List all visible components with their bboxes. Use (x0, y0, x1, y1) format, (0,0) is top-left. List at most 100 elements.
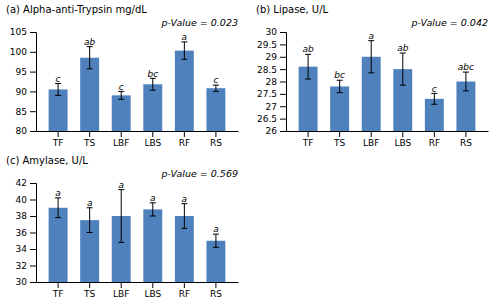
letter-label: a (118, 180, 124, 190)
tick-mark (30, 200, 36, 201)
tick-mark (280, 57, 286, 58)
tick-label: 29.5 (257, 40, 277, 50)
tick-label: 85 (16, 107, 27, 117)
tick-label: 26.5 (257, 114, 277, 124)
tick-mark (215, 282, 216, 288)
y-axis: 30323436384042 (16, 178, 37, 287)
tick-label: TF (52, 289, 64, 299)
error-bar (118, 91, 124, 99)
plot-area (49, 42, 226, 131)
letter-label: bc (334, 70, 345, 80)
tick-mark (184, 282, 185, 288)
tick-mark (30, 52, 36, 53)
letter-label: a (213, 224, 219, 234)
tick-label: LBF (113, 289, 129, 299)
tick-label: TS (83, 138, 95, 148)
plot-area (299, 41, 476, 131)
x-axis: TF TS LBF LBS RF RS (37, 131, 239, 148)
x-axis: TFTSLBFLBSRFRS (287, 131, 489, 148)
tick-label: LBF (113, 138, 129, 148)
tick: 30 (16, 277, 36, 287)
tick-label: LBS (394, 138, 411, 148)
tick-label: RS (210, 138, 222, 148)
tick: TS (83, 282, 95, 299)
tick-label: 26 (266, 126, 278, 136)
tick-label: 100 (10, 47, 27, 57)
tick-label: 28.5 (257, 65, 277, 75)
annotation: p-Value = 0.569 (161, 168, 239, 179)
bar (175, 51, 194, 131)
error-bar (181, 204, 187, 229)
tick-mark (280, 106, 286, 107)
axis-line (30, 33, 37, 132)
axis-line (280, 33, 287, 132)
tick-mark (465, 131, 466, 137)
letter-label: c (432, 84, 437, 94)
tick-label: TS (333, 138, 345, 148)
letter-label: abc (458, 62, 474, 72)
bar (49, 208, 68, 282)
letter-label: a (182, 194, 188, 204)
error-bar (305, 54, 311, 79)
tick-label: TF (52, 138, 64, 148)
tick: RS (210, 282, 222, 299)
tick-label: RF (179, 138, 190, 148)
tick: TF (302, 131, 314, 148)
letter-label: a (182, 32, 188, 42)
tick-label: 27.5 (257, 89, 277, 99)
axis-line (30, 184, 37, 283)
letter-label: ab (302, 44, 314, 54)
tick-label: 32 (16, 261, 27, 271)
tick-mark (58, 131, 59, 137)
tick-mark (339, 131, 340, 137)
tick: 29 (266, 52, 286, 62)
tick-label: 36 (16, 228, 28, 238)
tick-label: 90 (16, 87, 28, 97)
tick: 30 (266, 27, 286, 37)
tick-label: 30 (266, 27, 278, 37)
tick-label: LBS (144, 289, 161, 299)
tick-mark (280, 131, 286, 132)
tick-mark (58, 282, 59, 288)
tick-mark (280, 44, 286, 45)
letter-label: ab (84, 37, 96, 47)
tick: 42 (16, 178, 36, 188)
tick-mark (184, 131, 185, 137)
tick: 28.5 (257, 65, 286, 75)
tick: 27.5 (257, 89, 286, 99)
error-bar (87, 208, 93, 233)
tick-mark (89, 282, 90, 288)
letter-label: bc (147, 69, 158, 79)
tick-mark (30, 91, 36, 92)
bar (112, 95, 131, 131)
x-axis: TF TS LBF LBS RF RS (37, 282, 239, 299)
tick: LBF (113, 282, 129, 299)
tick-mark (280, 82, 286, 83)
tick: 28 (266, 77, 286, 87)
tick-label: 27 (266, 102, 277, 112)
tick: 34 (16, 244, 36, 254)
tick-mark (152, 131, 153, 137)
axis-line (37, 282, 239, 283)
tick-mark (30, 131, 36, 132)
error-bar (213, 234, 219, 247)
tick-label: RF (179, 289, 190, 299)
tick-mark (30, 266, 36, 267)
tick-mark (30, 72, 36, 73)
tick-mark (30, 282, 36, 283)
tick-label: LBS (144, 138, 161, 148)
tick: 26.5 (257, 114, 286, 124)
letter-label: a (87, 198, 93, 208)
tick-label: 38 (16, 211, 28, 221)
letter-label: c (56, 74, 61, 84)
error-bar (55, 83, 61, 95)
letter-label: a (55, 188, 61, 198)
title: (b) Lipase, U/L (256, 4, 329, 15)
tick-mark (280, 94, 286, 95)
tick-label: 28 (266, 77, 278, 87)
tick-label: 42 (16, 178, 27, 188)
letter-label: c (213, 75, 218, 85)
tick-mark (89, 131, 90, 137)
tick: RF (429, 131, 440, 148)
tick-label: 80 (16, 126, 28, 136)
